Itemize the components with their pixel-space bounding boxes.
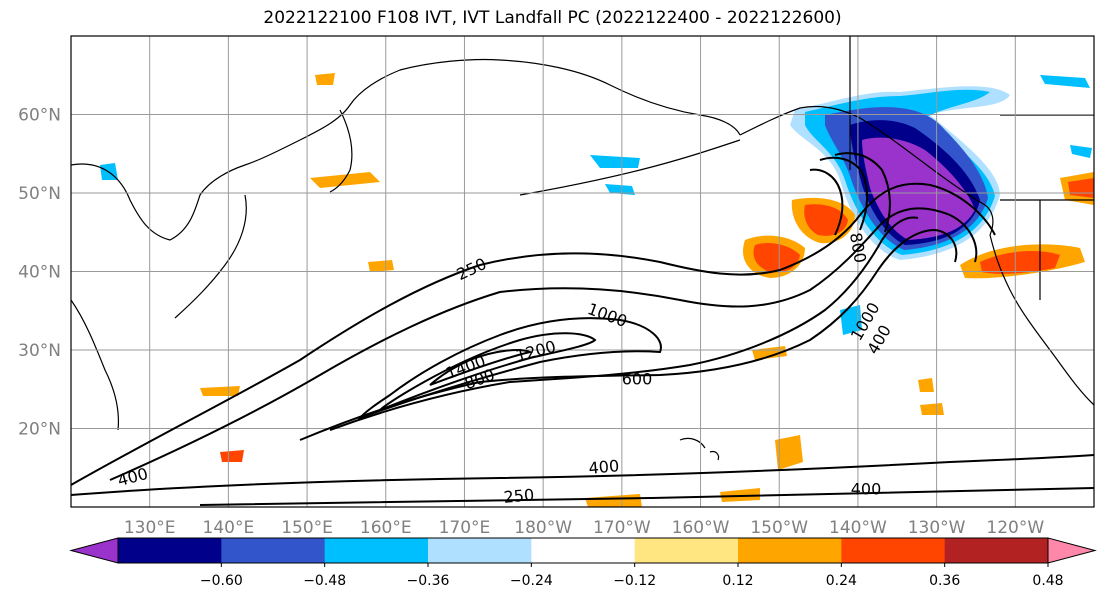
colorbar-segment xyxy=(324,538,429,563)
colorbar-segment xyxy=(944,538,1049,563)
lon-tick-label: 150°W xyxy=(750,518,808,538)
lon-tick-label: 170°W xyxy=(593,518,651,538)
pc-pos-orange xyxy=(775,435,803,470)
ivt-contour-400 xyxy=(109,207,978,481)
lat-tick-label: 20°N xyxy=(18,420,61,440)
ivt-contour-label: 400 xyxy=(851,480,882,499)
lat-tick-label: 60°N xyxy=(18,106,61,126)
pc-neg-patch xyxy=(1040,75,1090,88)
ivt-contour-1200-north xyxy=(834,152,891,233)
pc-neg-patch xyxy=(605,184,635,195)
colorbar-tick-label: 0.48 xyxy=(1032,573,1063,589)
pc-pos-orange xyxy=(310,172,380,188)
pc-pos-orange xyxy=(368,260,394,272)
ivt-contour-800 xyxy=(329,216,919,431)
lon-tick-label: 140°E xyxy=(203,518,255,538)
lon-tick-label: 130°E xyxy=(124,518,176,538)
map-frame xyxy=(70,35,1095,508)
coast-namerica xyxy=(989,234,1095,406)
lon-tick-label: 180°W xyxy=(514,518,572,538)
lat-tick-label: 30°N xyxy=(18,341,61,361)
pc-neg-patch xyxy=(840,305,862,335)
lat-tick-label: 50°N xyxy=(18,184,61,204)
coast-kamchatka xyxy=(329,109,353,193)
lon-tick-label: 170°E xyxy=(439,518,491,538)
pc-pos-red xyxy=(220,450,244,462)
ivt-contour-1400 xyxy=(429,349,534,386)
colorbar-segment xyxy=(841,538,946,563)
ivt-contour-400-south xyxy=(199,487,1095,506)
ivt-contour-250-south xyxy=(70,454,1095,496)
colorbar xyxy=(69,537,1097,564)
colorbar-segment xyxy=(634,538,739,563)
colorbar-tick-label: −0.12 xyxy=(613,573,656,589)
coast-hawaii xyxy=(679,437,720,461)
colorbar-segment xyxy=(118,538,222,563)
pc-pos-orange xyxy=(585,494,642,507)
coast-japan xyxy=(174,194,247,319)
longitude-tick-labels: 130°E 140°E 150°E 160°E 170°E 180°W 170°W 160°W… xyxy=(124,518,1045,538)
lon-tick-label: 160°E xyxy=(360,518,412,538)
colorbar-tick-label: 0.12 xyxy=(722,573,753,589)
colorbar-tick-label: −0.24 xyxy=(510,573,553,589)
ivt-contour-label: 250 xyxy=(503,485,535,507)
pc-neg-patch xyxy=(590,155,640,168)
lon-tick-label: 160°W xyxy=(672,518,730,538)
colorbar-tick-label: −0.60 xyxy=(200,573,243,589)
ivt-contour-1000-north xyxy=(819,156,868,231)
chart-title: 2022122100 F108 IVT, IVT Landfall PC (20… xyxy=(263,8,842,28)
colorbar-segment xyxy=(531,538,636,563)
coast-asia xyxy=(70,58,741,241)
lon-tick-label: 130°W xyxy=(908,518,966,538)
pc-pos-orange xyxy=(315,73,335,85)
ivt-contour-1200 xyxy=(379,332,597,411)
colorbar-tick-labels: −0.60 −0.48 −0.36 −0.24 −0.12 0.12 0.24 0.36 0.4… xyxy=(200,563,1064,589)
colorbar-outline xyxy=(117,537,1049,564)
colorbar-segment xyxy=(428,538,532,563)
colorbar-tick-label: 0.36 xyxy=(929,573,960,589)
pc-pos-orange xyxy=(920,403,944,415)
coast-asia-south xyxy=(70,299,120,431)
lon-tick-label: 150°E xyxy=(281,518,333,538)
lon-tick-label: 120°W xyxy=(986,518,1044,538)
lat-lon-grid xyxy=(71,36,1094,507)
ivt-contour-800-north xyxy=(809,168,844,236)
colorbar-segment xyxy=(738,538,842,563)
lon-tick-label: 140°W xyxy=(829,518,887,538)
pc-pos-orange xyxy=(200,386,240,396)
colorbar-extend-low xyxy=(69,537,119,564)
ivt-contour-1000 xyxy=(356,317,662,421)
ivt-contour-label: 400 xyxy=(588,456,620,478)
pc-neg-patch xyxy=(1070,145,1092,158)
colorbar-tick-label: 0.24 xyxy=(826,573,857,589)
colorbar-extend-high xyxy=(1047,537,1097,564)
pc-pos-orange xyxy=(918,378,934,392)
lat-tick-label: 40°N xyxy=(18,263,61,283)
coast-alaska xyxy=(739,105,994,236)
colorbar-segment xyxy=(221,538,326,563)
ivt-contours xyxy=(70,152,1095,506)
ivt-contour-600 xyxy=(299,228,958,441)
ivt-contour-250 xyxy=(70,182,996,486)
colorbar-tick-label: −0.36 xyxy=(407,573,450,589)
latitude-tick-labels: 20°N 30°N 40°N 50°N 60°N xyxy=(18,106,61,440)
pc-pos-red xyxy=(753,243,800,273)
colorbar-tick-label: −0.48 xyxy=(303,573,346,589)
ivt-contour-label: 600 xyxy=(622,370,653,389)
coast-aleutians xyxy=(519,139,741,196)
